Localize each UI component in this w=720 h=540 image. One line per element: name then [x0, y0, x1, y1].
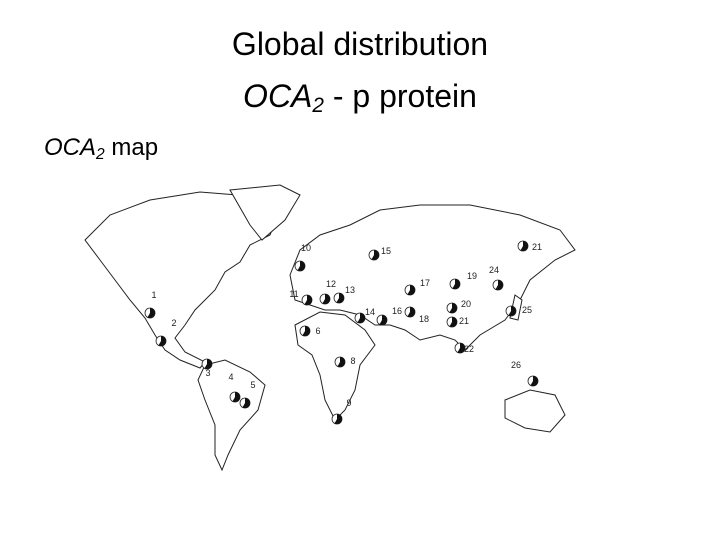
- marker-fill: [204, 359, 212, 369]
- africa: [294, 311, 376, 421]
- marker-fill: [322, 294, 330, 304]
- point-label: 10: [301, 243, 311, 253]
- marker-fill: [508, 306, 516, 316]
- marker-fill: [457, 343, 465, 353]
- subscript: 2: [96, 145, 105, 163]
- point-label: 17: [420, 278, 430, 288]
- marker-fill: [337, 357, 345, 367]
- marker-fill: [304, 295, 312, 305]
- point-label: 4: [228, 372, 233, 382]
- point-label: 3: [205, 368, 210, 378]
- point-label: 21: [532, 242, 542, 252]
- point-label: 18: [419, 314, 429, 324]
- gene: OCA: [44, 134, 97, 161]
- point-label: 5: [250, 380, 255, 390]
- point-label: 13: [345, 285, 355, 295]
- title-rest: - p protein: [323, 78, 477, 114]
- south-america: [197, 359, 266, 472]
- marker-fill: [242, 398, 250, 408]
- point-label: 19: [467, 271, 477, 281]
- marker-fill: [336, 293, 344, 303]
- marker-fill: [357, 313, 365, 323]
- map-label-rest: map: [104, 134, 159, 161]
- point-label: 9: [346, 398, 351, 408]
- point-label: 6: [315, 326, 320, 336]
- gene: OCA: [243, 78, 313, 114]
- point-label: 24: [489, 265, 499, 275]
- point-label: 1: [151, 290, 156, 300]
- point-label: 20: [461, 299, 471, 309]
- point-label: 26: [511, 360, 521, 370]
- marker-fill: [334, 414, 342, 424]
- greenland: [229, 184, 301, 241]
- subscript: 2: [312, 94, 324, 118]
- point-label: 8: [350, 356, 355, 366]
- marker-fill: [407, 307, 415, 317]
- point-label: 15: [381, 246, 391, 256]
- marker-fill: [302, 326, 310, 336]
- point-label: 12: [326, 279, 336, 289]
- marker-fill: [495, 280, 503, 290]
- point-label: 21: [459, 316, 469, 326]
- marker-fill: [449, 303, 457, 313]
- map-label: OCA2 map: [44, 134, 158, 164]
- title-line2: OCA2 - p protein: [0, 76, 720, 126]
- point-label: 11: [289, 289, 298, 299]
- point-label: 14: [365, 307, 375, 317]
- title-line1: Global distribution: [231, 26, 489, 62]
- marker-fill: [379, 315, 387, 325]
- marker-fill: [449, 317, 457, 327]
- marker-fill: [520, 241, 528, 251]
- marker-fill: [158, 336, 166, 346]
- marker-fill: [232, 392, 240, 402]
- australia: [504, 389, 566, 433]
- point-label: 2: [171, 318, 176, 328]
- marker-fill: [407, 285, 415, 295]
- marker-fill: [530, 376, 538, 386]
- marker-fill: [452, 279, 460, 289]
- marker-fill: [297, 261, 305, 271]
- marker-fill: [371, 250, 379, 260]
- point-label: 22: [464, 344, 474, 354]
- point-label: 16: [392, 306, 402, 316]
- marker-fill: [147, 308, 155, 318]
- point-label: 25: [522, 305, 532, 315]
